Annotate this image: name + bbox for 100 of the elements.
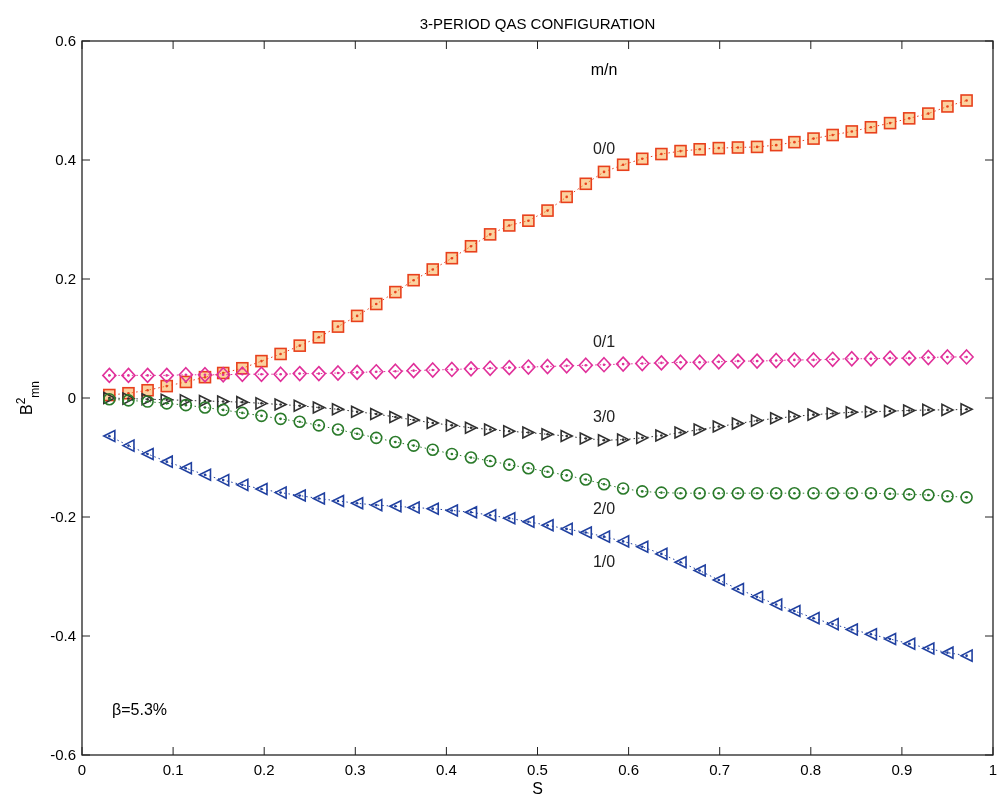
point <box>179 394 193 407</box>
point <box>331 494 345 508</box>
point <box>483 423 497 436</box>
point <box>464 239 478 253</box>
point <box>845 405 859 419</box>
point <box>388 363 403 380</box>
series-label: 0/1 <box>592 332 616 350</box>
point <box>389 410 402 424</box>
point <box>597 530 611 543</box>
point <box>730 353 746 369</box>
point <box>750 140 764 154</box>
point <box>902 112 916 125</box>
x-tick-label: 0.5 <box>527 761 548 778</box>
point <box>635 152 649 166</box>
point <box>141 383 154 397</box>
point <box>141 447 154 461</box>
series-label: 1/0 <box>592 552 616 570</box>
point <box>692 354 707 371</box>
point <box>788 410 801 423</box>
point <box>635 485 649 498</box>
point <box>578 357 594 374</box>
point <box>901 350 917 366</box>
point <box>216 473 230 487</box>
point <box>483 508 497 522</box>
point <box>655 547 668 561</box>
x-tick-label: 0.3 <box>344 761 366 778</box>
point <box>559 358 574 374</box>
point <box>655 486 668 499</box>
point <box>674 486 687 500</box>
point <box>312 331 326 344</box>
point <box>560 469 573 482</box>
point <box>883 404 897 418</box>
series-label: 3/0 <box>592 408 616 426</box>
point <box>674 555 687 569</box>
point <box>616 158 630 172</box>
point <box>521 359 536 375</box>
point <box>655 429 668 442</box>
point <box>826 486 839 500</box>
point <box>635 431 649 445</box>
point <box>769 486 783 500</box>
point <box>693 486 706 500</box>
point <box>749 353 765 369</box>
point <box>350 497 364 510</box>
point <box>522 515 535 529</box>
point <box>312 419 326 432</box>
point <box>389 285 402 299</box>
point <box>407 413 420 427</box>
point <box>331 403 345 416</box>
point <box>198 401 212 414</box>
x-tick-label: 0.2 <box>253 761 275 778</box>
point <box>597 433 611 447</box>
point <box>616 482 630 495</box>
point <box>731 486 745 500</box>
x-tick-label: 0.8 <box>800 761 822 778</box>
point <box>560 190 573 204</box>
x-tick-label: 0 <box>77 761 87 778</box>
point <box>368 364 384 380</box>
point <box>522 461 535 475</box>
point <box>236 395 249 409</box>
point <box>312 492 326 505</box>
point <box>883 116 897 130</box>
point <box>541 465 554 479</box>
point <box>330 365 346 381</box>
point <box>960 491 973 504</box>
point <box>198 468 212 482</box>
point <box>883 487 897 501</box>
point <box>255 482 268 496</box>
point <box>788 486 801 500</box>
point <box>731 582 745 596</box>
point <box>844 350 860 367</box>
point <box>579 177 593 191</box>
point <box>940 349 955 365</box>
point <box>634 355 650 372</box>
point <box>160 397 174 410</box>
point <box>959 349 974 365</box>
legend-title: m/n <box>590 61 618 78</box>
y-tick-label: 0.4 <box>55 151 76 168</box>
point <box>293 399 307 413</box>
point <box>616 535 630 548</box>
point <box>768 352 784 369</box>
point <box>579 473 593 486</box>
point <box>445 251 459 265</box>
annotation: β=5.3% <box>112 701 168 718</box>
point <box>463 361 479 377</box>
point <box>444 361 460 378</box>
point <box>122 439 135 452</box>
point <box>807 611 820 625</box>
point <box>426 443 440 457</box>
point <box>769 138 783 152</box>
point <box>807 132 820 145</box>
point <box>902 404 916 417</box>
y-tick-label: 0.2 <box>55 270 76 287</box>
point <box>750 486 764 500</box>
point <box>293 415 307 429</box>
point <box>788 135 801 149</box>
point <box>254 366 269 382</box>
point <box>712 573 726 587</box>
point <box>179 398 193 412</box>
y-tick-label: -0.6 <box>50 746 76 763</box>
point <box>350 405 364 418</box>
